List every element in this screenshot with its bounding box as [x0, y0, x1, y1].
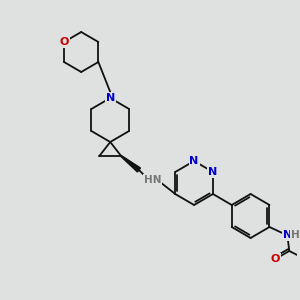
Text: N: N	[106, 93, 115, 103]
Text: H: H	[291, 230, 300, 240]
Text: O: O	[271, 254, 280, 264]
Text: N: N	[190, 156, 199, 166]
Polygon shape	[121, 156, 140, 172]
Text: O: O	[59, 37, 69, 47]
Text: N: N	[283, 230, 292, 240]
Text: N: N	[208, 167, 218, 177]
Text: HN: HN	[144, 175, 162, 185]
